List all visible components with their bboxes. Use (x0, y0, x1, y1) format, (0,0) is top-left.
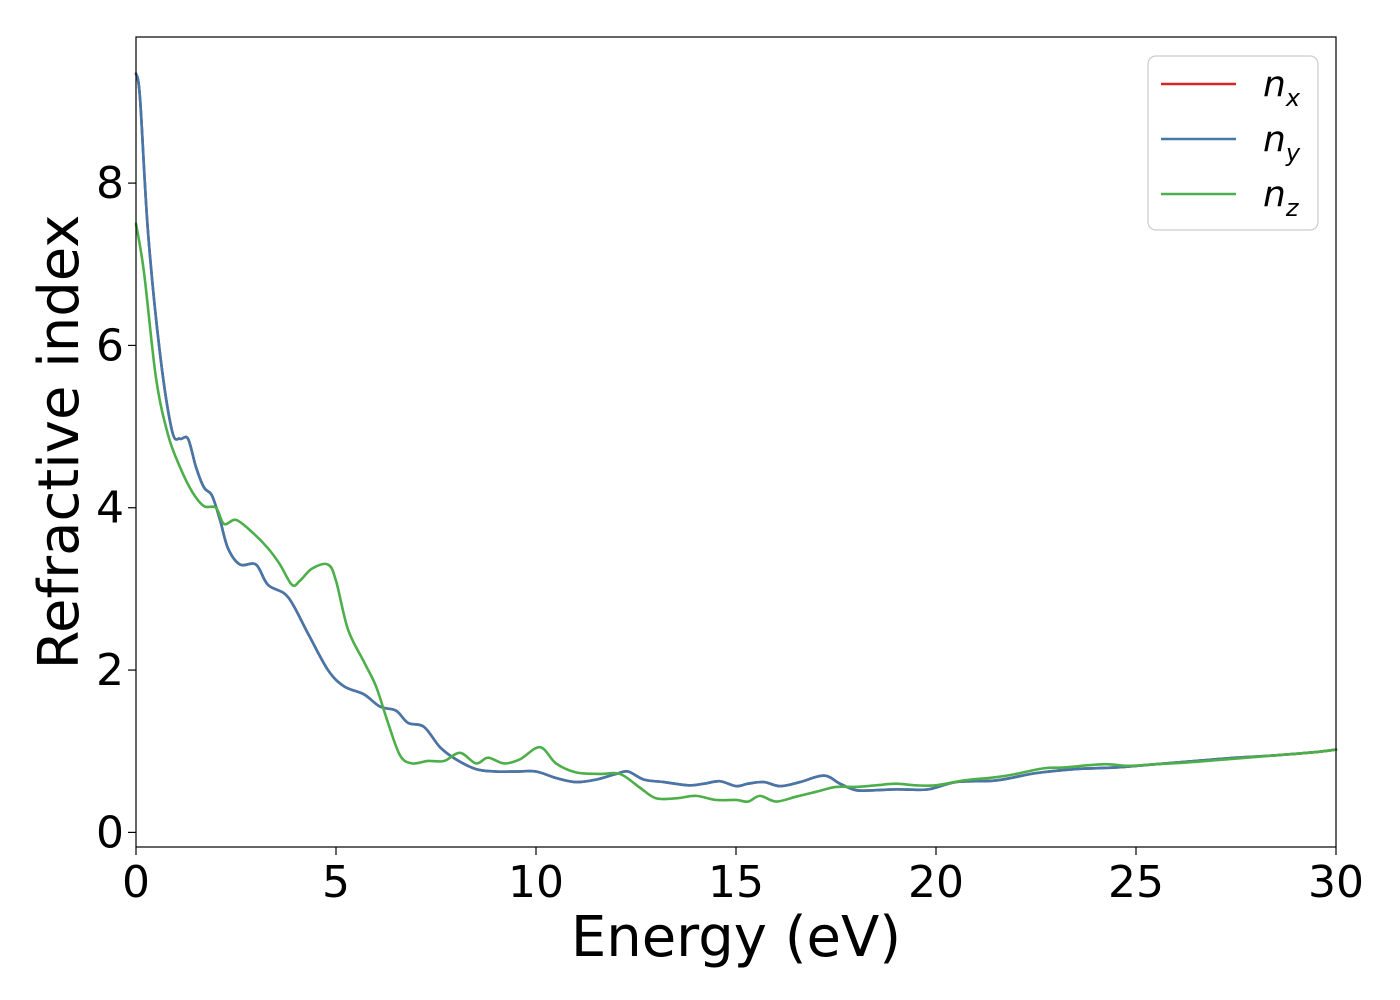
legend-box (1147, 55, 1319, 231)
legend-label-n-x: nx (1263, 64, 1301, 112)
legend-label-sub: x (1285, 84, 1301, 112)
legend-label-n-z: nz (1263, 174, 1300, 222)
y-tick-label: 6 (96, 320, 124, 371)
x-tick-label: 0 (122, 857, 150, 908)
x-tick-label: 10 (508, 857, 564, 908)
x-tick-label: 25 (1108, 857, 1164, 908)
x-axis: 0 5 10 15 20 25 30 (122, 847, 1364, 908)
y-tick-label: 4 (96, 483, 124, 534)
y-tick-label: 2 (96, 645, 124, 696)
y-tick-label: 8 (96, 158, 124, 209)
y-axis-title: Refractive index (27, 215, 92, 670)
legend-label-main: n (1263, 119, 1286, 160)
plot-area (136, 37, 1336, 847)
legend-label-n-y: ny (1263, 119, 1301, 167)
series-layer (134, 72, 1338, 803)
legend-label-main: n (1263, 64, 1286, 105)
legend-label-sub: z (1285, 194, 1300, 222)
series-line-n-z (134, 222, 1338, 803)
x-tick-label: 20 (908, 857, 964, 908)
y-tick-label: 0 (96, 807, 124, 858)
legend-label-main: n (1263, 174, 1286, 215)
x-tick-label: 5 (322, 857, 350, 908)
x-tick-label: 30 (1308, 857, 1364, 908)
x-axis-title: Energy (eV) (571, 905, 901, 970)
x-tick-label: 15 (708, 857, 764, 908)
legend-label-sub: y (1285, 139, 1301, 167)
y-axis: 0 2 4 6 8 (96, 158, 136, 858)
